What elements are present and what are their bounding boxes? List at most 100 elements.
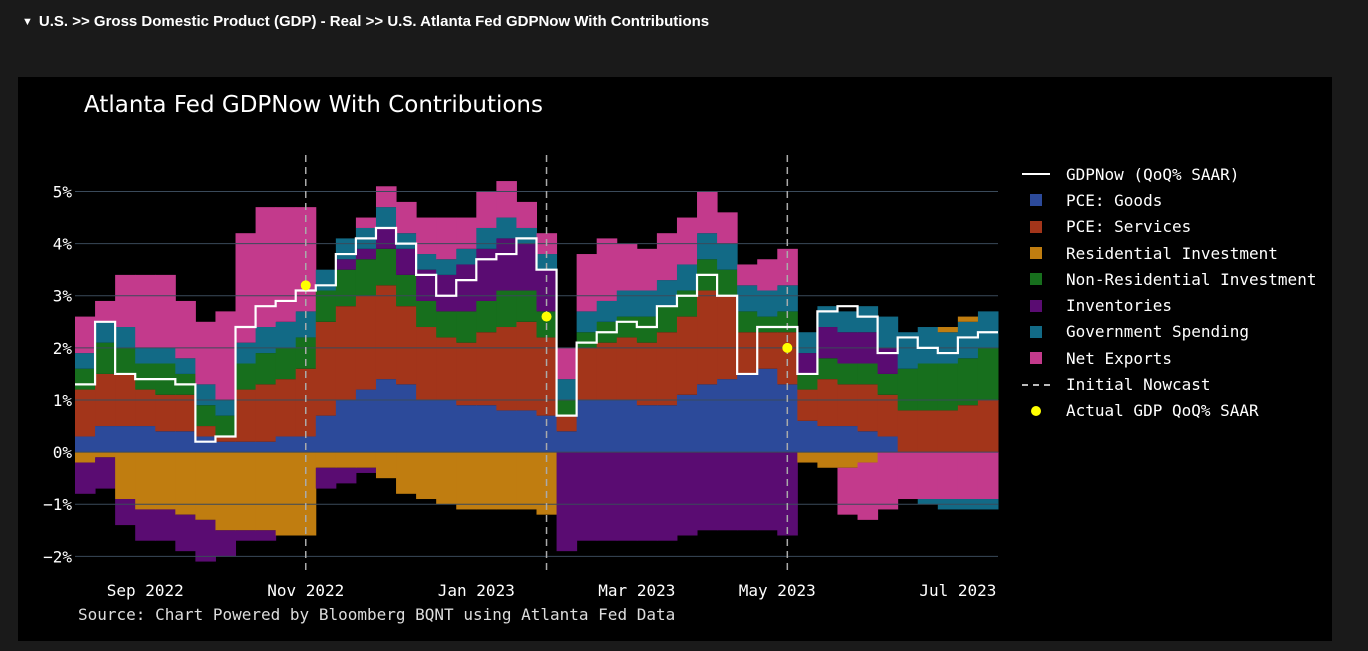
bar-segment — [937, 410, 959, 453]
bar-segment — [195, 452, 216, 520]
bar-segment — [315, 290, 337, 322]
y-tick-label: 5% — [53, 182, 73, 201]
bar-segment — [275, 347, 297, 380]
bar-segment — [596, 300, 618, 322]
bar-segment — [235, 233, 257, 343]
bar-segment — [335, 238, 357, 260]
bar-segment — [737, 285, 758, 312]
bar-segment — [416, 269, 437, 301]
bar-segment — [315, 269, 337, 291]
breadcrumb[interactable]: ▼ U.S. >> Gross Domestic Product (GDP) -… — [22, 13, 709, 30]
collapse-caret-icon[interactable]: ▼ — [22, 15, 33, 28]
bar-segment — [777, 332, 798, 385]
bar-segment — [335, 467, 357, 484]
bar-segment — [456, 217, 477, 249]
bar-segment — [717, 269, 738, 296]
bar-segment — [456, 311, 477, 343]
bar-segment — [175, 358, 196, 374]
bar-segment — [616, 243, 638, 291]
bar-segment — [737, 452, 758, 531]
bar-segment — [516, 243, 537, 291]
bar-segment — [436, 217, 457, 260]
bar-segment — [355, 217, 377, 228]
bar-segment — [777, 285, 798, 312]
bar-segment — [857, 462, 879, 520]
bar-segment — [656, 233, 678, 281]
bar-segment — [375, 285, 397, 380]
bar-segment — [235, 363, 257, 390]
bar-segment — [797, 332, 818, 354]
legend-residential: Residential Investment — [1022, 240, 1316, 266]
bar-segment — [95, 457, 116, 489]
bar-segment — [636, 316, 658, 343]
bar-segment — [375, 248, 397, 286]
bar-segment — [215, 399, 237, 416]
bar-segment — [95, 342, 116, 374]
bar-segment — [155, 509, 176, 541]
bar-segment — [295, 368, 317, 437]
bar-segment — [656, 332, 678, 406]
bar-segment — [335, 399, 357, 453]
bar-segment — [195, 405, 216, 427]
bar-segment — [255, 353, 277, 385]
bar-segment — [837, 384, 859, 427]
bar-segment — [797, 420, 818, 453]
bar-segment — [135, 389, 156, 427]
bar-segment — [235, 389, 257, 442]
bar-segment — [556, 415, 578, 432]
y-tick-label: 4% — [53, 235, 73, 254]
bar-segment — [536, 254, 558, 270]
bar-segment — [676, 217, 698, 265]
bar-segment — [656, 405, 678, 453]
bar-segment — [476, 248, 497, 301]
bar-segment — [797, 373, 818, 390]
bar-segment — [396, 306, 417, 385]
source-note: Source: Chart Powered by Bloomberg BQNT … — [78, 605, 676, 624]
legend-pce-services: PCE: Services — [1022, 214, 1316, 240]
bar-segment — [516, 290, 537, 322]
legend-net-exports: Net Exports — [1022, 345, 1316, 371]
bar-segment — [556, 399, 578, 416]
actual-gdp-dot — [782, 342, 793, 353]
bar-segment — [977, 347, 999, 400]
bar-segment — [155, 274, 176, 348]
bar-segment — [616, 316, 638, 338]
bar-segment — [436, 452, 457, 505]
bar-segment — [95, 452, 116, 458]
bar-segment — [456, 248, 477, 265]
bar-segment — [797, 389, 818, 421]
y-tick-label: −2% — [43, 547, 72, 566]
bar-segment — [375, 186, 397, 208]
bar-segment — [255, 452, 277, 531]
bar-segment — [897, 332, 919, 369]
bar-segment — [135, 274, 156, 348]
bar-segment — [957, 321, 979, 359]
bar-segment — [837, 426, 859, 453]
gdpnow-line — [75, 226, 998, 443]
bar-segment — [135, 426, 156, 453]
bar-segment — [516, 201, 537, 228]
bar-segment — [917, 410, 939, 453]
bar-segment — [195, 519, 216, 562]
x-tick-label: Jul 2023 — [919, 581, 996, 600]
legend-label: PCE: Goods — [1066, 190, 1163, 210]
bar-segment — [115, 347, 136, 374]
bar-segment — [977, 311, 999, 348]
bar-segment — [355, 389, 377, 453]
bar-segment — [456, 452, 477, 510]
bar-segment — [195, 436, 216, 453]
bar-segment — [857, 306, 879, 333]
actual-gdp-dot — [300, 280, 311, 291]
bar-segment — [516, 410, 537, 453]
bar-segment — [837, 363, 859, 385]
bar-segment — [937, 363, 959, 411]
bar-segment — [456, 405, 477, 453]
bar-segment — [155, 452, 176, 510]
bar-segment — [335, 452, 357, 468]
bar-segment — [215, 415, 237, 437]
bar-segment — [877, 373, 899, 395]
x-tick-label: Nov 2022 — [267, 581, 344, 600]
bar-segment — [135, 347, 156, 364]
bar-segment — [135, 452, 156, 510]
bar-segment — [436, 399, 457, 453]
